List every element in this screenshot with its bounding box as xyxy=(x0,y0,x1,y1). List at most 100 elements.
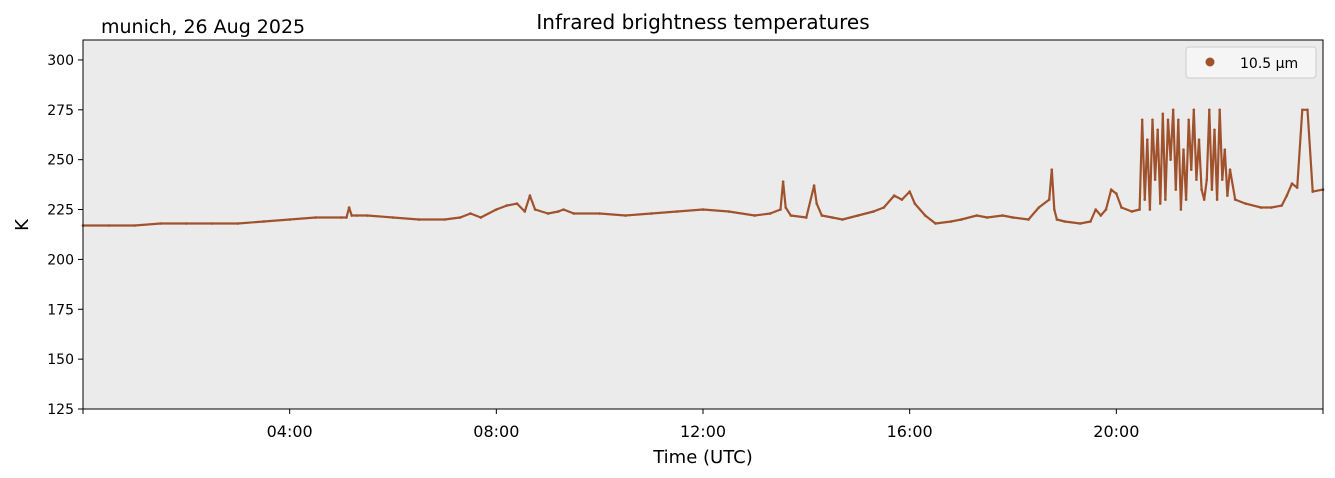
x-axis: 04:00 08:00 12:00 16:00 20:00 xyxy=(82,409,1324,441)
data-point xyxy=(1233,198,1237,201)
y-tick-label: 250 xyxy=(47,153,74,169)
y-tick-label: 150 xyxy=(47,352,74,368)
data-point xyxy=(1115,192,1118,195)
legend: 10.5 µm xyxy=(1185,46,1317,79)
data-point xyxy=(675,210,679,213)
data-point xyxy=(1161,112,1165,116)
data-point xyxy=(1169,158,1172,161)
data-point xyxy=(262,220,266,223)
data-point xyxy=(345,216,348,219)
data-point xyxy=(479,216,483,219)
data-point xyxy=(1270,206,1273,209)
data-point xyxy=(340,216,343,219)
data-point xyxy=(815,202,818,205)
data-point xyxy=(107,224,111,227)
data-point xyxy=(1164,198,1167,201)
data-point xyxy=(1259,206,1263,209)
data-point xyxy=(1094,208,1097,211)
data-point xyxy=(701,208,705,211)
data-point xyxy=(469,212,472,215)
data-point xyxy=(1063,220,1066,223)
data-point xyxy=(1050,168,1054,171)
data-point xyxy=(1295,186,1299,189)
data-point xyxy=(1192,108,1196,112)
plot-background xyxy=(83,40,1323,409)
data-point xyxy=(1208,108,1211,112)
data-point xyxy=(159,222,162,225)
data-point xyxy=(1184,198,1188,201)
data-point xyxy=(515,202,519,205)
data-point xyxy=(1148,208,1152,211)
data-point xyxy=(908,190,911,193)
data-point xyxy=(624,214,627,217)
data-point xyxy=(1053,208,1056,211)
data-point xyxy=(1055,218,1059,221)
data-point xyxy=(1078,222,1082,225)
data-point xyxy=(805,216,808,219)
data-point xyxy=(1220,178,1224,181)
data-point xyxy=(1306,108,1309,112)
y-tick-label: 200 xyxy=(47,252,74,268)
data-point xyxy=(892,194,896,197)
data-point xyxy=(495,208,498,211)
data-point xyxy=(1037,206,1041,209)
data-point xyxy=(523,210,527,213)
data-point xyxy=(1228,168,1232,171)
data-point xyxy=(1280,204,1283,207)
data-point xyxy=(923,214,927,217)
y-axis-label: K xyxy=(12,218,33,231)
data-point xyxy=(1177,118,1180,122)
y-tick-label: 175 xyxy=(47,302,74,318)
data-point xyxy=(355,214,359,217)
data-point xyxy=(841,218,844,221)
legend-label: 10.5 µm xyxy=(1240,56,1298,72)
y-tick-label: 125 xyxy=(47,402,74,418)
x-tick-label: 12:00 xyxy=(680,422,726,441)
data-point xyxy=(856,214,860,217)
data-point xyxy=(1109,188,1113,191)
data-point xyxy=(985,216,989,219)
data-point xyxy=(934,222,937,225)
data-point xyxy=(1218,108,1221,112)
data-point xyxy=(1213,128,1216,132)
data-point xyxy=(650,212,653,215)
data-point xyxy=(417,218,421,221)
data-point xyxy=(789,214,793,217)
data-point xyxy=(1027,218,1030,221)
data-point xyxy=(210,222,214,225)
data-point xyxy=(1226,194,1229,197)
data-point xyxy=(365,214,369,217)
data-point xyxy=(882,206,886,209)
data-point xyxy=(753,214,756,217)
data-point xyxy=(236,222,240,225)
y-tick-label: 275 xyxy=(47,103,74,119)
data-point xyxy=(1285,194,1289,197)
data-point xyxy=(768,212,772,215)
data-point xyxy=(1202,198,1206,201)
data-point xyxy=(1290,182,1294,185)
data-point xyxy=(779,208,782,211)
data-point xyxy=(1166,118,1170,122)
data-point xyxy=(1143,198,1147,201)
data-point xyxy=(1197,138,1201,142)
data-point xyxy=(1011,216,1015,219)
x-tick-label: 20:00 xyxy=(1093,422,1139,441)
data-point xyxy=(1205,178,1209,181)
data-point xyxy=(872,210,875,213)
data-point xyxy=(1158,202,1162,205)
data-point xyxy=(1187,118,1190,122)
data-point xyxy=(557,210,560,213)
data-point xyxy=(727,210,731,213)
data-point xyxy=(820,214,824,217)
data-point xyxy=(781,180,785,183)
data-point xyxy=(562,208,565,211)
x-tick-label: 04:00 xyxy=(267,422,313,441)
y-axis: 125 150 175 200 225 250 275 300 xyxy=(47,53,83,418)
data-point xyxy=(546,212,550,215)
y-tick-label: 300 xyxy=(47,53,74,69)
data-point xyxy=(949,220,953,223)
data-point xyxy=(1301,108,1304,112)
data-point xyxy=(1174,188,1178,191)
x-axis-label: Time (UTC) xyxy=(652,447,753,468)
data-point xyxy=(391,216,395,219)
